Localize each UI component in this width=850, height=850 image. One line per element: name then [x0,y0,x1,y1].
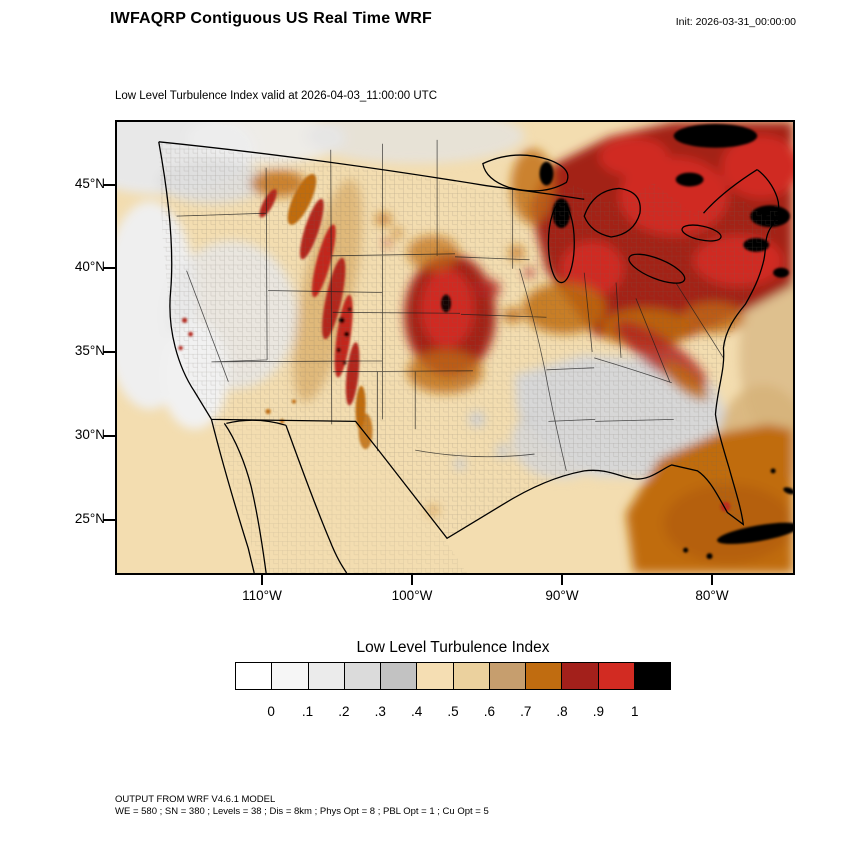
lon-tick-label: 100°W [391,588,433,603]
lat-tick-label: 40°N [74,259,105,274]
lat-tick-mark [103,351,115,353]
coastlines [158,141,780,573]
lat-tick-mark [103,435,115,437]
lat-tick-label: 30°N [74,427,105,442]
legend-tick: .6 [483,704,495,719]
legend-tick-labels: 0 .1 .2 .3 .4 .5 .6 .7 .8 .9 1 [253,704,653,719]
valid-time-label: Low Level Turbulence Index valid at 2026… [115,90,437,102]
footer-line1: OUTPUT FROM WRF V4.6.1 MODEL [115,794,276,805]
county-texture-us [158,141,780,539]
page-title: IWFAQRP Contiguous US Real Time WRF [110,10,432,27]
lon-tick-mark [561,573,563,585]
legend-tick: .2 [338,704,350,719]
footer: OUTPUT FROM WRF V4.6.1 MODEL WE = 580 ; … [115,794,489,818]
legend-tick: 1 [631,704,639,719]
turbulence-map [117,122,793,573]
map-frame [115,120,795,575]
legend-color-cell [417,663,454,689]
lat-tick-label: 35°N [74,343,105,358]
legend-tick: .7 [520,704,532,719]
legend-tick: .8 [556,704,568,719]
init-timestamp: Init: 2026-03-31_00:00:00 [675,16,796,28]
legend-title: Low Level Turbulence Index [356,639,550,656]
legend-tick: 0 [267,704,275,719]
lat-tick-label: 45°N [74,176,105,191]
state-lines [176,139,724,471]
lon-tick-mark [711,573,713,585]
legend-color-cell [272,663,309,689]
great-lakes [482,154,722,284]
county-texture-mexico [211,421,467,573]
lon-tick-label: 110°W [242,588,282,603]
legend-color-cell [344,663,381,689]
legend-tick: .9 [592,704,605,719]
footer-line2: WE = 580 ; SN = 380 ; Levels = 38 ; Dis … [115,806,489,817]
legend-colorbar [235,662,671,690]
legend-color-cell [489,663,526,689]
legend-tick: .4 [410,704,423,719]
legend-color-cell [526,663,563,689]
legend-color-cell [381,663,418,689]
lon-tick-label: 80°W [695,588,729,603]
lon-tick-mark [411,573,413,585]
lat-tick-mark [103,519,115,521]
lat-tick-mark [103,184,115,186]
legend-color-cell [598,663,635,689]
legend-color-cell [236,663,273,689]
legend-color-cell [634,663,670,689]
lat-tick-mark [103,267,115,269]
lat-tick-label: 25°N [74,511,105,526]
lon-tick-mark [261,573,263,585]
lon-tick-label: 90°W [545,588,579,603]
legend-color-cell [453,663,490,689]
legend-color-cell [308,663,345,689]
legend-color-cell [562,663,599,689]
legend-tick: .1 [301,704,314,719]
legend-tick: .3 [374,704,386,719]
legend-tick: .5 [447,704,459,719]
